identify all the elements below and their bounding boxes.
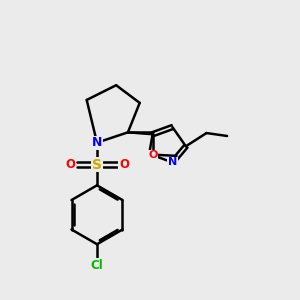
Text: N: N: [168, 157, 177, 167]
Text: N: N: [92, 136, 102, 149]
Text: O: O: [148, 150, 158, 160]
Text: O: O: [65, 158, 75, 171]
Text: Cl: Cl: [91, 259, 103, 272]
Text: S: S: [92, 158, 102, 172]
Text: O: O: [119, 158, 129, 171]
